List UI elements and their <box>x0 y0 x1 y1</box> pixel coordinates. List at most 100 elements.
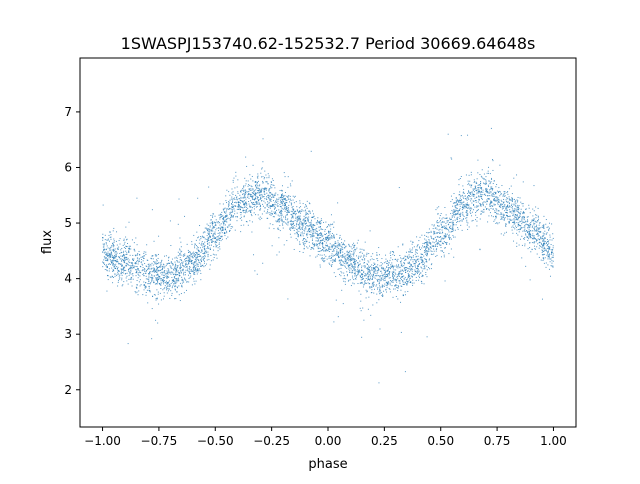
data-point <box>157 282 159 284</box>
data-point <box>459 203 461 205</box>
data-point <box>284 195 286 197</box>
data-point <box>509 209 511 211</box>
data-point <box>377 287 379 289</box>
data-point <box>169 271 171 273</box>
data-point <box>102 237 104 239</box>
data-point <box>535 228 537 230</box>
data-point <box>125 250 127 252</box>
data-point <box>190 253 192 255</box>
data-point <box>112 261 114 263</box>
data-point <box>357 270 359 272</box>
data-point <box>308 241 310 243</box>
data-point <box>253 212 255 214</box>
data-point <box>110 256 112 258</box>
data-point <box>166 288 168 290</box>
data-point <box>328 239 330 241</box>
data-point <box>206 223 208 225</box>
data-point <box>256 191 258 193</box>
data-point <box>344 253 346 255</box>
data-point <box>484 201 486 203</box>
data-point <box>176 274 178 276</box>
data-point <box>372 269 374 271</box>
data-point <box>172 272 174 274</box>
data-point <box>204 253 206 255</box>
data-point <box>148 277 150 279</box>
data-point <box>340 264 342 266</box>
data-point <box>163 288 165 290</box>
data-point <box>264 187 266 189</box>
data-point <box>530 234 532 236</box>
data-point <box>538 228 540 230</box>
data-point <box>402 280 404 282</box>
data-point <box>417 258 419 260</box>
data-point <box>230 227 232 229</box>
data-point <box>238 209 240 210</box>
data-point <box>528 238 530 240</box>
data-point <box>234 201 236 203</box>
data-point <box>413 282 415 284</box>
data-point <box>292 217 294 219</box>
data-point <box>490 200 492 202</box>
data-point <box>209 264 211 266</box>
data-point <box>303 220 305 222</box>
data-point <box>143 255 145 257</box>
data-point <box>324 247 326 249</box>
data-point <box>296 223 298 225</box>
data-point <box>534 237 536 239</box>
data-point <box>193 262 195 264</box>
data-point <box>295 216 297 218</box>
data-point <box>136 287 138 289</box>
data-point <box>163 275 165 277</box>
data-point <box>367 276 369 278</box>
data-point <box>243 194 245 196</box>
data-point <box>246 203 248 205</box>
data-point <box>260 208 262 210</box>
data-point <box>344 240 346 242</box>
data-point <box>148 280 150 282</box>
data-point <box>440 250 442 252</box>
data-point <box>202 232 204 234</box>
data-point <box>317 250 319 252</box>
data-point <box>527 219 528 221</box>
data-point <box>380 264 382 266</box>
data-point <box>528 228 530 230</box>
data-point <box>300 232 302 234</box>
data-point <box>513 240 515 242</box>
data-point <box>152 258 154 260</box>
data-point <box>287 196 289 198</box>
data-point <box>115 257 117 259</box>
data-point <box>195 251 197 253</box>
data-point <box>507 218 509 220</box>
data-point <box>103 248 105 250</box>
data-point <box>118 257 120 259</box>
data-point <box>137 259 139 261</box>
data-point <box>279 212 281 214</box>
data-point <box>152 255 154 257</box>
data-point <box>321 254 323 256</box>
data-point <box>255 214 257 216</box>
data-point <box>452 202 454 204</box>
data-point <box>357 272 359 274</box>
data-point <box>166 263 168 265</box>
data-point <box>502 194 504 196</box>
data-point <box>336 252 338 254</box>
data-point <box>203 247 205 249</box>
data-point <box>363 271 365 273</box>
data-point <box>266 204 268 206</box>
data-point <box>127 343 129 345</box>
data-point <box>411 257 413 259</box>
data-point <box>122 255 124 257</box>
data-point <box>184 254 186 256</box>
data-point <box>279 230 281 232</box>
data-point <box>393 272 395 274</box>
data-point <box>368 269 370 271</box>
data-point <box>245 183 247 185</box>
data-point <box>416 249 418 251</box>
data-point <box>468 206 470 208</box>
data-point <box>107 247 109 249</box>
data-point <box>240 197 242 199</box>
data-point <box>292 209 294 211</box>
data-point <box>208 242 210 244</box>
data-point <box>106 245 108 247</box>
data-point <box>452 205 454 207</box>
